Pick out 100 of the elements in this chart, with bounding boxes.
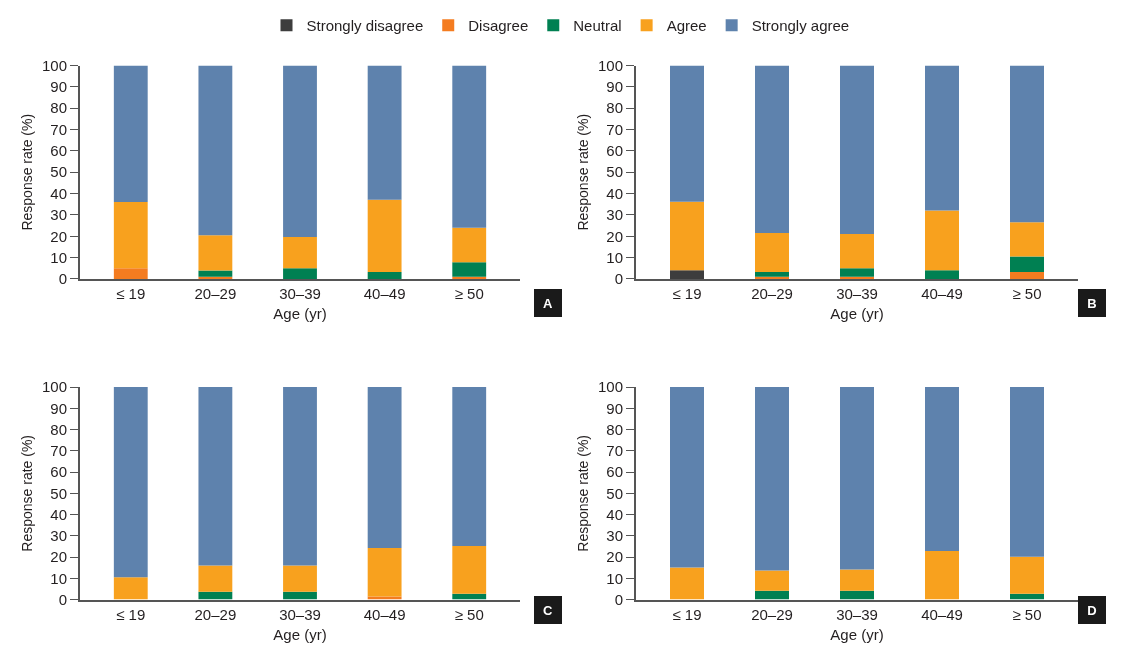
bar (283, 565, 317, 592)
y-tick-label: 80 (606, 99, 623, 117)
legend-label: Neutral (573, 17, 622, 35)
y-tick-label: 30 (606, 206, 623, 224)
y-tick-label: 40 (606, 505, 623, 523)
bar (840, 268, 874, 277)
y-tick-label: 40 (50, 184, 67, 202)
x-tick-label: ≤ 19 (672, 605, 702, 623)
y-axis-title: Response rate (%) (575, 113, 592, 231)
bar (113, 202, 148, 269)
bar (198, 565, 233, 592)
y-tick-label: 50 (50, 484, 67, 502)
bar (670, 270, 704, 279)
x-tick-label: ≥ 50 (454, 605, 484, 623)
x-tick-label: ≥ 50 (1012, 284, 1042, 302)
y-axis-title: Response rate (%) (19, 113, 36, 231)
bar (670, 387, 704, 568)
text: A (543, 295, 553, 311)
y-tick-label: 10 (50, 248, 67, 266)
y-tick-label: 60 (50, 142, 67, 160)
x-tick-label: 20–29 (751, 605, 793, 623)
legend-label: Disagree (468, 17, 529, 35)
x-tick-label: ≥ 50 (1012, 605, 1042, 623)
y-tick-label: 90 (50, 399, 67, 417)
y-tick-label: 40 (606, 184, 623, 202)
x-tick-label: 40–49 (921, 605, 963, 623)
bar (670, 65, 704, 202)
x-tick-label: ≤ 19 (116, 605, 146, 623)
x-tick-label: 40–49 (921, 284, 963, 302)
bar (198, 65, 233, 236)
y-tick-label: 100 (41, 378, 67, 396)
bar (840, 569, 874, 591)
bar (1010, 256, 1044, 273)
bar (925, 65, 959, 211)
x-tick-label: 40–49 (363, 284, 406, 302)
y-tick-label: 0 (614, 590, 623, 608)
x-tick-label: 20–29 (194, 284, 237, 302)
y-tick-label: 50 (50, 163, 67, 181)
y-tick-label: 10 (606, 569, 623, 587)
x-tick-label: 20–29 (194, 605, 237, 623)
y-tick-label: 10 (50, 569, 67, 587)
bar (670, 567, 704, 600)
x-axis-title: Age (yr) (830, 626, 884, 644)
bar (452, 262, 487, 277)
bar (113, 65, 148, 203)
y-tick-label: 70 (50, 120, 67, 138)
y-tick-label: 50 (606, 163, 623, 181)
y-tick-label: 20 (50, 227, 67, 245)
bar (283, 387, 317, 566)
text: B (1087, 295, 1097, 311)
bar (367, 272, 402, 279)
bar (113, 387, 148, 578)
x-tick-label: 30–39 (279, 284, 321, 302)
bar (755, 387, 789, 571)
x-tick-label: ≥ 50 (454, 284, 484, 302)
y-tick-label: 30 (50, 206, 67, 224)
y-tick-label: 60 (606, 463, 623, 481)
bar (452, 227, 487, 263)
bar (198, 387, 233, 566)
bar (755, 590, 789, 600)
bar (840, 387, 874, 570)
text: C (543, 602, 553, 618)
legend-label: Strongly disagree (306, 17, 424, 35)
y-tick-label: 20 (50, 548, 67, 566)
y-tick-label: 0 (614, 270, 623, 288)
bar (1010, 556, 1044, 594)
bar (367, 547, 402, 597)
bar (452, 276, 487, 279)
bar (113, 268, 148, 279)
bar (840, 276, 874, 279)
y-tick-label: 20 (606, 227, 623, 245)
bar (755, 276, 789, 279)
y-tick-label: 30 (50, 527, 67, 545)
x-axis-title: Age (yr) (273, 305, 327, 323)
y-tick-label: 70 (606, 442, 623, 460)
y-tick-label: 90 (606, 399, 623, 417)
y-tick-label: 60 (50, 463, 67, 481)
x-tick-label: ≤ 19 (116, 284, 146, 302)
bar (925, 270, 959, 279)
y-tick-label: 90 (50, 78, 67, 96)
bar (1010, 272, 1044, 279)
y-tick-label: 70 (606, 120, 623, 138)
legend-label: Strongly agree (751, 17, 850, 35)
y-tick-label: 40 (50, 505, 67, 523)
legend-label: Agree (666, 17, 707, 35)
x-tick-label: 30–39 (836, 284, 878, 302)
bar (755, 65, 789, 234)
y-axis-title: Response rate (%) (19, 434, 36, 552)
x-tick-label: 20–29 (751, 284, 793, 302)
y-tick-label: 30 (606, 527, 623, 545)
y-tick-label: 100 (597, 378, 623, 396)
bar (367, 65, 402, 200)
bar (1010, 222, 1044, 257)
y-tick-label: 60 (606, 142, 623, 160)
bar (283, 268, 317, 279)
bar (925, 550, 959, 600)
bar (198, 276, 233, 279)
bar (755, 570, 789, 591)
bar (452, 387, 487, 547)
y-tick-label: 70 (50, 442, 67, 460)
